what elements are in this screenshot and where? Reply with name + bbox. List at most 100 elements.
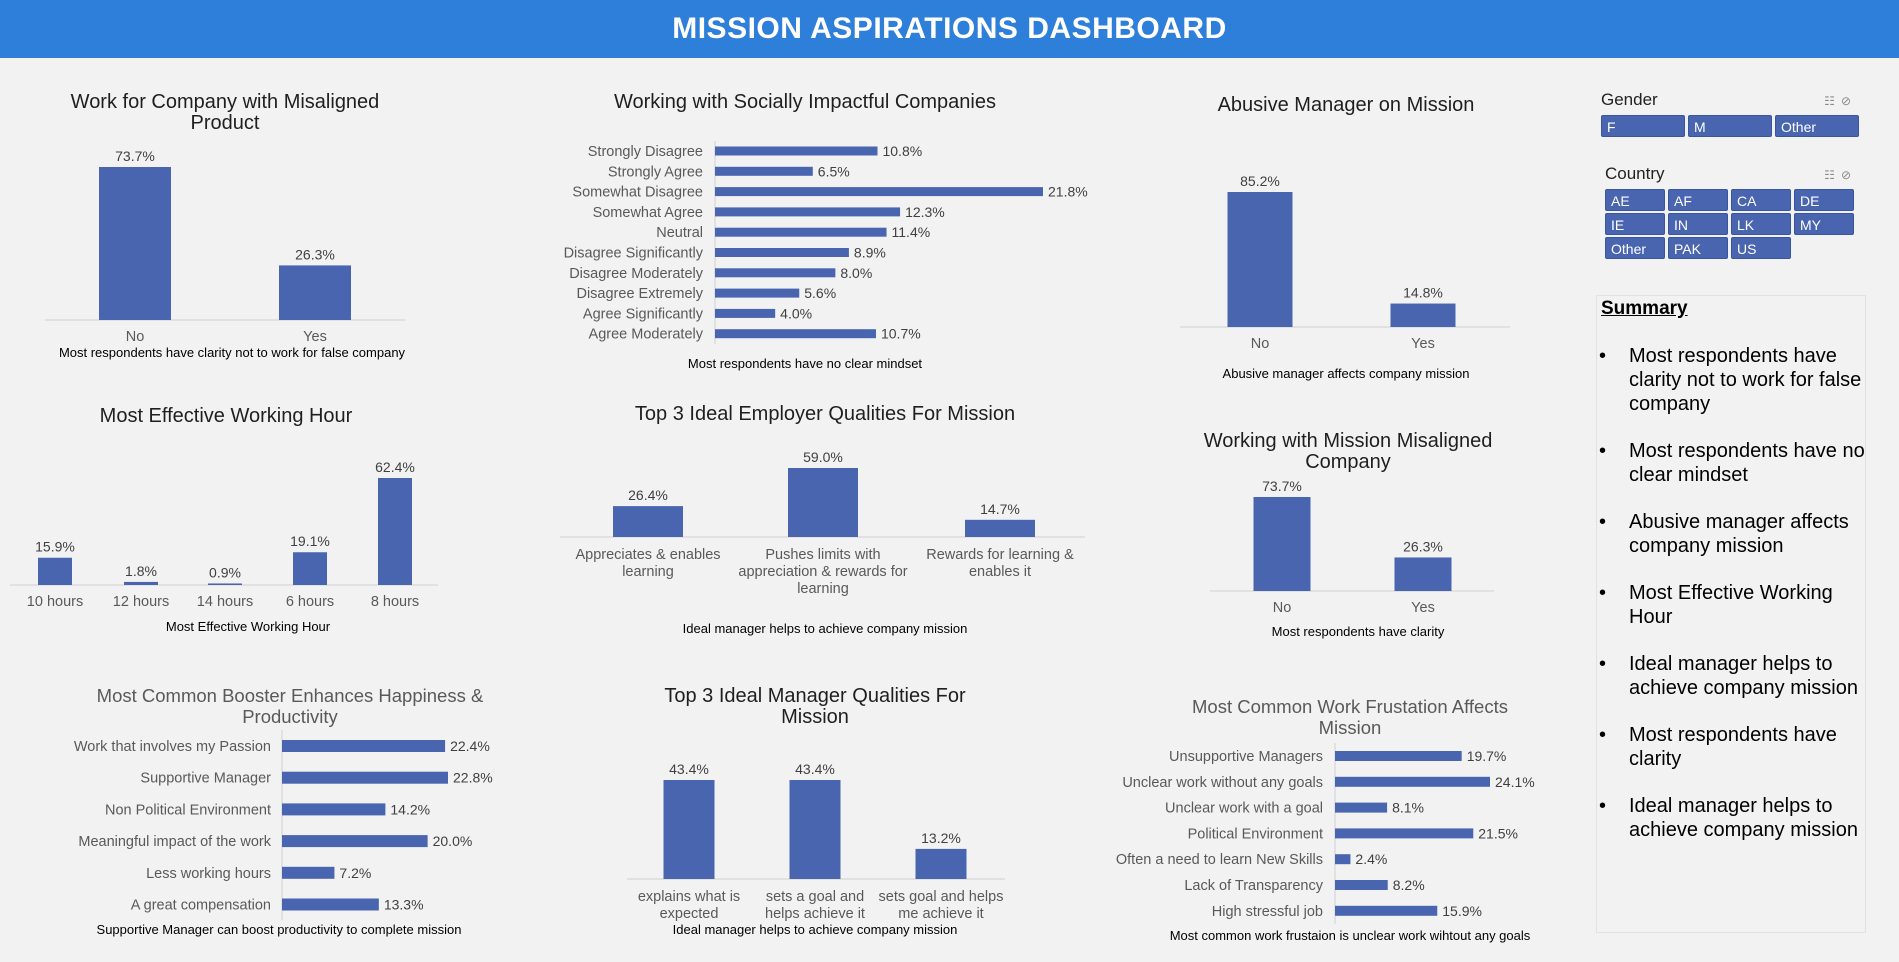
category-label: Non Political Environment: [105, 802, 271, 818]
bar: [715, 187, 1043, 197]
data-label: 59.0%: [803, 449, 843, 465]
slicer-chip-pak[interactable]: PAK: [1668, 237, 1728, 259]
category-label: Agree Moderately: [589, 327, 704, 343]
data-label: 14.8%: [1403, 285, 1443, 301]
data-label: 8.2%: [1393, 877, 1425, 893]
category-label: Strongly Agree: [608, 164, 703, 180]
chart-svg: Most Common Work Frustation AffectsMissi…: [1116, 696, 1535, 943]
data-label: 14.7%: [980, 501, 1020, 517]
bullet-icon: •: [1599, 653, 1607, 675]
bar: [208, 583, 242, 585]
chart-title: Productivity: [242, 706, 338, 727]
data-label: 43.4%: [669, 761, 709, 777]
clear-filter-icon[interactable]: ⊘: [1840, 94, 1857, 108]
bullet-icon: •: [1599, 345, 1607, 367]
chart-caption: Most Effective Working Hour: [166, 619, 331, 634]
chart-svg: Most Common Booster Enhances Happiness &…: [74, 685, 493, 937]
data-label: 8.1%: [1392, 800, 1424, 816]
summary-list: • Most respondents have clarity not to wo…: [1597, 344, 1879, 865]
category-label: Yes: [1411, 336, 1435, 352]
chart-employer-qualities: Top 3 Ideal Employer Qualities For Missi…: [560, 403, 1090, 638]
bar: [663, 780, 715, 879]
bar: [715, 207, 901, 217]
data-label: 8.9%: [854, 245, 886, 261]
multi-select-icon[interactable]: ☷: [1824, 168, 1841, 182]
chart-title: Most Common Booster Enhances Happiness &: [97, 685, 484, 706]
data-label: 15.9%: [1442, 903, 1482, 919]
gender-slicer: Gender ☷⊘ F M Other: [1601, 90, 1859, 140]
bar: [293, 552, 327, 585]
slicer-chip-in[interactable]: IN: [1668, 213, 1728, 235]
data-label: 85.2%: [1240, 173, 1280, 189]
slicer-chip-af[interactable]: AF: [1668, 189, 1728, 211]
chart-caption: Most respondents have no clear mindset: [688, 356, 923, 371]
data-label: 73.7%: [115, 148, 155, 164]
bar: [788, 468, 858, 537]
chart-title: Working with Mission Misaligned: [1204, 430, 1493, 452]
category-label: Neutral: [656, 225, 703, 241]
data-label: 21.8%: [1048, 184, 1088, 200]
slicer-chip-f[interactable]: F: [1601, 115, 1685, 137]
bar: [915, 848, 967, 879]
chart-title: Mission: [781, 706, 849, 728]
chart-title: Top 3 Ideal Manager Qualities For: [664, 685, 966, 707]
bullet-icon: •: [1599, 582, 1607, 604]
category-label: explains what is: [638, 889, 740, 905]
chart-title: Product: [191, 112, 260, 134]
data-label: 10.7%: [881, 326, 921, 342]
slicer-chip-m[interactable]: M: [1688, 115, 1772, 137]
chart-misaligned-product: Work for Company with Misaligned Product 7…: [40, 86, 410, 366]
slicer-chip-ae[interactable]: AE: [1605, 189, 1665, 211]
bar: [715, 268, 836, 278]
chart-svg: Top 3 Ideal Employer Qualities For Missi…: [560, 403, 1085, 636]
chart-caption: Ideal manager helps to achieve company m…: [683, 621, 968, 636]
bar: [38, 557, 72, 585]
summary-item-text: Most Effective Working Hour: [1629, 582, 1833, 628]
slicer-chip-ie[interactable]: IE: [1605, 213, 1665, 235]
category-label: High stressful job: [1212, 904, 1323, 920]
bar: [282, 771, 448, 784]
chart-mission-misaligned: Working with Mission Misaligned Company 73…: [1204, 425, 1508, 645]
summary-item-text: Ideal manager helps to achieve company m…: [1629, 653, 1858, 699]
chart-caption: Abusive manager affects company mission: [1223, 366, 1470, 381]
chart-title: Most Common Work Frustation Affects: [1192, 696, 1508, 717]
bar: [99, 167, 171, 320]
slicer-chip-other[interactable]: Other: [1775, 115, 1859, 137]
bar: [279, 265, 351, 320]
bullet-icon: •: [1599, 724, 1607, 746]
bar: [715, 146, 878, 156]
slicer-chip-us[interactable]: US: [1731, 237, 1791, 259]
category-label: Unsupportive Managers: [1169, 749, 1323, 765]
data-label: 2.4%: [1355, 851, 1387, 867]
category-label: Agree Significantly: [583, 306, 704, 322]
summary-item-text: Most respondents have clarity not to wor…: [1629, 345, 1862, 415]
data-label: 62.4%: [375, 459, 415, 475]
category-label: helps achieve it: [765, 906, 865, 922]
bar: [282, 803, 386, 816]
data-label: 20.0%: [433, 833, 473, 849]
bar: [124, 581, 158, 585]
category-label: Rewards for learning &: [926, 547, 1074, 563]
category-label: Pushes limits with: [765, 547, 880, 563]
category-label: No: [126, 329, 145, 345]
summary-item-text: Abusive manager affects company mission: [1629, 511, 1849, 557]
clear-filter-icon[interactable]: ⊘: [1840, 168, 1857, 182]
category-label: Somewhat Agree: [593, 205, 703, 221]
summary-item-text: Most respondents have no clear mindset: [1629, 440, 1865, 486]
category-label: expected: [660, 906, 719, 922]
bar: [1335, 802, 1388, 813]
multi-select-icon[interactable]: ☷: [1824, 94, 1841, 108]
slicer-chip-other[interactable]: Other: [1605, 237, 1665, 259]
chart-caption: Ideal manager helps to achieve company m…: [673, 922, 958, 937]
category-label: Political Environment: [1188, 826, 1323, 842]
chart-work-frustration: Most Common Work Frustation Affects Missi…: [1116, 695, 1570, 955]
slicer-chip-my[interactable]: MY: [1794, 213, 1854, 235]
slicer-chip-lk[interactable]: LK: [1731, 213, 1791, 235]
category-label: 10 hours: [27, 594, 83, 610]
chart-svg: Working with Mission MisalignedCompany73…: [1204, 430, 1494, 639]
slicer-chip-de[interactable]: DE: [1794, 189, 1854, 211]
data-label: 10.8%: [882, 143, 922, 159]
category-label: enables it: [969, 564, 1031, 580]
slicer-chip-ca[interactable]: CA: [1731, 189, 1791, 211]
